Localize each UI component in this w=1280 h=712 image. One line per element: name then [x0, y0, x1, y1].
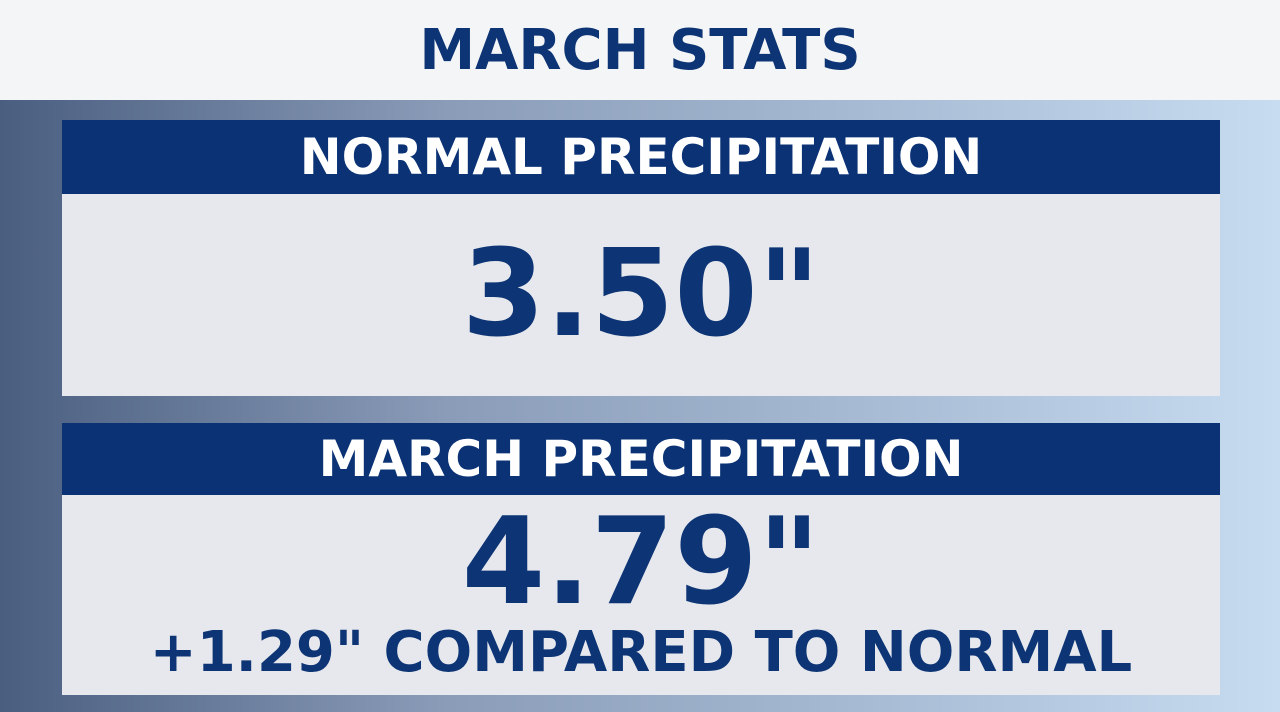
panel-value: 4.79"	[461, 493, 821, 632]
panel-label: MARCH PRECIPITATION	[62, 423, 1220, 495]
panel-body: 4.79" +1.29" COMPARED TO NORMAL	[62, 495, 1220, 695]
panel-label: NORMAL PRECIPITATION	[62, 120, 1220, 194]
panel-body: 3.50"	[62, 194, 1220, 396]
title: MARCH STATS	[0, 0, 1280, 100]
panel-note: +1.29" COMPARED TO NORMAL	[149, 620, 1133, 685]
panel-value: 3.50"	[461, 225, 821, 364]
